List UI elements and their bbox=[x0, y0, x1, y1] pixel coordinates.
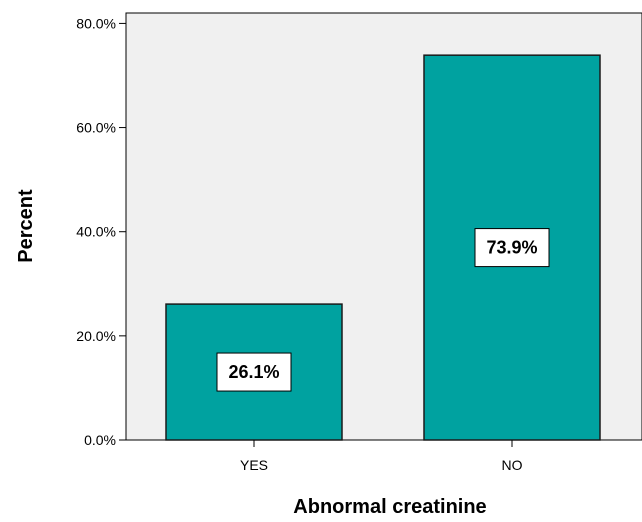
y-tick-label: 80.0% bbox=[76, 15, 116, 31]
x-axis-title: Abnormal creatinine bbox=[293, 496, 486, 518]
y-tick-label: 40.0% bbox=[76, 224, 116, 240]
y-tick-label: 20.0% bbox=[76, 328, 116, 344]
data-labels-group: 26.1% 73.9% bbox=[216, 228, 550, 392]
y-axis-ticks: 0.0% 20.0% 40.0% 60.0% 80.0% bbox=[76, 13, 127, 448]
data-label-box bbox=[474, 228, 550, 268]
y-tick-label: 60.0% bbox=[76, 120, 116, 136]
y-axis-title: Percent bbox=[15, 189, 37, 263]
x-tick-label: YES bbox=[240, 457, 268, 473]
y-tick-label: 0.0% bbox=[84, 432, 116, 448]
data-label: 73.9% bbox=[486, 238, 537, 258]
x-tick-label: NO bbox=[502, 457, 523, 473]
data-label: 26.1% bbox=[228, 362, 279, 382]
x-axis-ticks: YES NO bbox=[240, 440, 523, 473]
data-label-box bbox=[216, 352, 292, 392]
